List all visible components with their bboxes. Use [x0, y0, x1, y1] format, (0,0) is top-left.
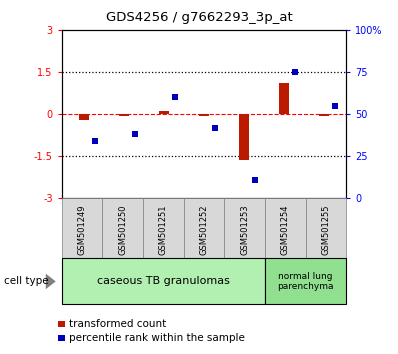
Polygon shape [46, 274, 56, 289]
Text: GDS4256 / g7662293_3p_at: GDS4256 / g7662293_3p_at [105, 11, 293, 24]
Text: transformed count: transformed count [69, 319, 166, 329]
Text: cell type: cell type [4, 276, 49, 286]
Bar [199, 114, 209, 115]
Text: GSM501250: GSM501250 [118, 204, 127, 255]
Text: GSM501255: GSM501255 [322, 204, 330, 255]
Bar [279, 83, 289, 114]
Text: GSM501251: GSM501251 [159, 204, 168, 255]
Bar [79, 114, 89, 120]
Text: percentile rank within the sample: percentile rank within the sample [69, 333, 245, 343]
Text: GSM501253: GSM501253 [240, 204, 249, 255]
Text: GSM501252: GSM501252 [199, 204, 209, 255]
Bar [159, 112, 169, 114]
Text: caseous TB granulomas: caseous TB granulomas [97, 276, 230, 286]
Text: normal lung
parenchyma: normal lung parenchyma [277, 272, 334, 291]
Bar [319, 114, 329, 116]
Bar [239, 114, 249, 160]
Text: GSM501249: GSM501249 [78, 204, 86, 255]
Bar [119, 114, 129, 116]
Text: GSM501254: GSM501254 [281, 204, 290, 255]
